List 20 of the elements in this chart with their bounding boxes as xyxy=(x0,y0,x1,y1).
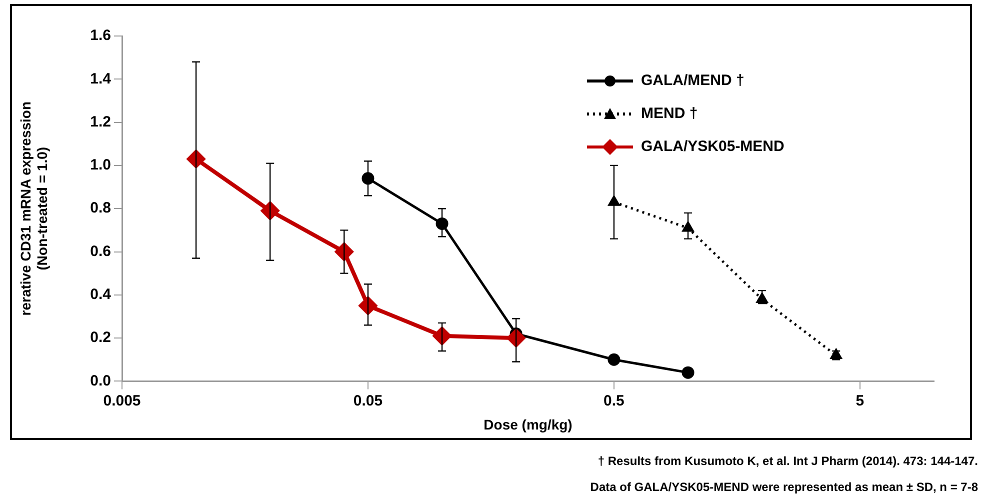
y-tick-label: 0.0 xyxy=(90,372,111,390)
x-tick-label: 5 xyxy=(856,392,864,410)
legend-label: GALA/MEND † xyxy=(641,72,744,89)
y-tick-label: 0.4 xyxy=(90,286,112,304)
y-tick-label: 0.6 xyxy=(90,242,111,260)
text: † Results from Kusumoto K, et al. Int J Pharm (2014). 473: 144-147. xyxy=(596,453,978,470)
legend-label: MEND † xyxy=(641,105,698,122)
legend-label: GALA/YSK05-MEND xyxy=(641,138,784,155)
text: Data of GALA/YSK05-MEND were represented as mean ± SD, n = 7-8 xyxy=(590,479,978,496)
y-tick-label: 1.0 xyxy=(90,156,111,174)
y-tick-label: 0.2 xyxy=(90,329,111,346)
x-tick-label: 0.005 xyxy=(103,392,141,410)
y-axis-title: rerative CD31 mRNA expression (Non-treated = 1.0) xyxy=(17,101,50,316)
x-tick-label: 0.05 xyxy=(353,392,383,410)
y-tick-label: 1.6 xyxy=(90,27,111,44)
x-axis-title: Dose (mg/kg) xyxy=(484,416,572,432)
y-tick-label: 0.8 xyxy=(90,200,111,217)
y-tick-label: 1.4 xyxy=(90,70,112,88)
y-tick-label: 1.2 xyxy=(90,113,111,130)
x-tick-label: 0.5 xyxy=(604,392,624,410)
